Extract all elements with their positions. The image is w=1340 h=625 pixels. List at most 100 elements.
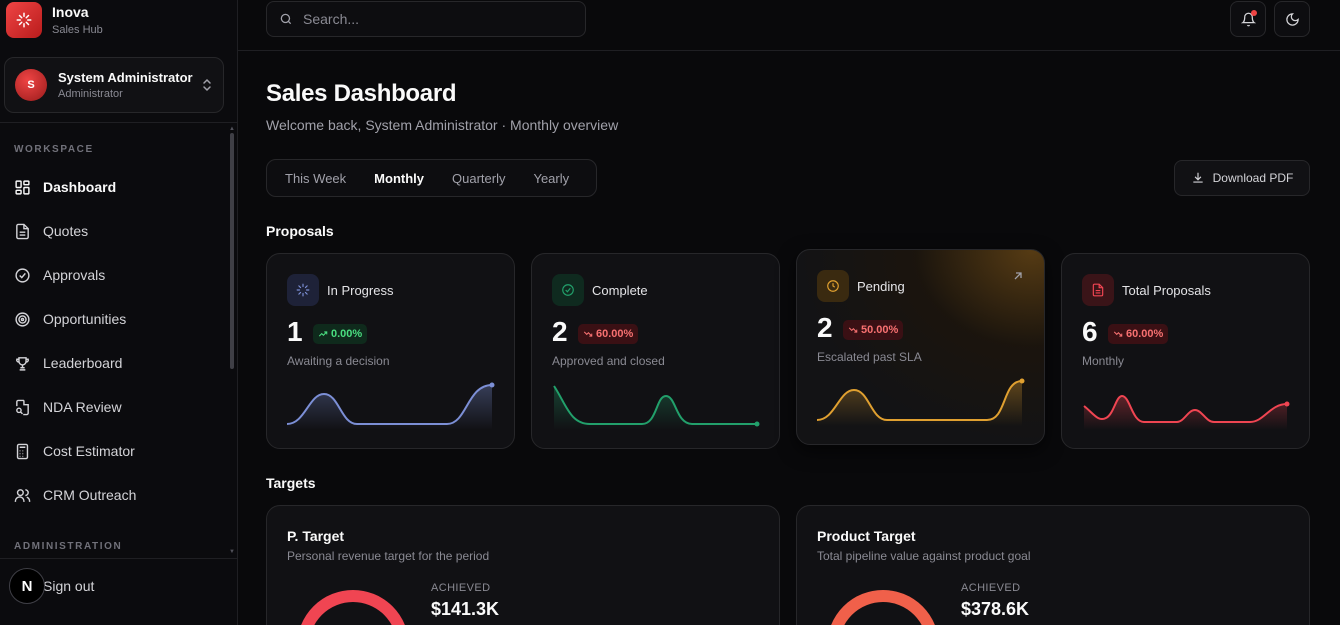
tab-yearly[interactable]: Yearly (533, 170, 570, 186)
card-description: Monthly (1082, 354, 1125, 368)
trend-badge: 0.00% (313, 324, 368, 344)
trend-value: 0.00% (331, 328, 363, 340)
brand-logo-icon (6, 2, 42, 38)
search-icon (280, 13, 292, 25)
sidebar-item-nda-review[interactable]: NDA Review (14, 395, 122, 419)
target-gauge (301, 590, 405, 625)
target-subtitle: Personal revenue target for the period (287, 549, 490, 563)
section-title-targets: Targets (266, 475, 316, 491)
trend-value: 60.00% (1126, 328, 1164, 340)
sidebar-scrollbar[interactable] (230, 133, 234, 369)
user-name: System Administrator (58, 70, 193, 85)
bell-icon (1240, 12, 1256, 26)
card-description: Approved and closed (552, 354, 665, 368)
trend-down-icon (1113, 331, 1123, 337)
check-circle-icon (15, 267, 30, 283)
target-title: Product Target (817, 528, 916, 544)
card-value: 2 (817, 312, 833, 343)
sidebar-item-crm-outreach[interactable]: CRM Outreach (14, 483, 136, 507)
file-text-icon (1082, 274, 1114, 306)
sidebar-item-label: Leaderboard (43, 355, 123, 371)
page-title: Sales Dashboard (266, 80, 457, 107)
card-label: In Progress (327, 283, 394, 298)
achieved-value: $141.3K (431, 599, 500, 619)
notifications-button[interactable] (1230, 1, 1266, 37)
n-badge[interactable]: N (9, 568, 45, 604)
trend-badge: 60.00% (1108, 324, 1169, 344)
divider (0, 558, 237, 559)
scroll-down-icon[interactable]: ▼ (229, 549, 235, 555)
divider (0, 122, 237, 123)
target-subtitle: Total pipeline value against product goa… (817, 549, 1031, 563)
sparkline-chart (553, 385, 760, 430)
card-label: Total Proposals (1122, 283, 1211, 298)
document-icon (16, 223, 29, 239)
target-gauge (831, 590, 935, 625)
download-pdf-button[interactable]: Download PDF (1174, 160, 1310, 196)
user-switcher[interactable]: S System Administrator Administrator (4, 57, 224, 113)
trend-badge: 50.00% (843, 320, 904, 340)
chevrons-up-down-icon (203, 78, 211, 92)
brand[interactable]: Inova Sales Hub (6, 2, 103, 38)
sidebar-item-label: Approvals (43, 267, 106, 283)
file-search-icon (16, 399, 29, 415)
trend-value: 50.00% (861, 324, 899, 336)
target-card-personal[interactable]: P. Target Personal revenue target for th… (266, 505, 780, 625)
sparkline-chart (287, 382, 495, 430)
dashboard-icon (15, 179, 30, 195)
users-icon (14, 488, 31, 502)
card-value: 1 (287, 316, 303, 347)
proposal-card-in-progress[interactable]: In Progress 1 0.00% Awaiting a decision (266, 253, 515, 449)
sparkline-chart (1083, 394, 1290, 430)
sidebar-item-label: Cost Estimator (43, 443, 135, 459)
loader-icon (287, 274, 319, 306)
proposal-card-total[interactable]: Total Proposals 6 60.00% Monthly (1061, 253, 1310, 449)
proposal-card-pending[interactable]: Pending 2 50.00% Escalated past SLA (796, 249, 1045, 445)
user-role: Administrator (58, 88, 123, 100)
section-label-administration: ADMINISTRATION (14, 541, 123, 552)
sign-out-label: Sign out (43, 578, 95, 594)
trophy-icon (16, 356, 29, 371)
sidebar-item-label: Dashboard (43, 179, 117, 195)
trend-down-icon (583, 331, 593, 337)
card-label: Complete (592, 283, 648, 298)
sidebar-item-label: Quotes (43, 223, 89, 239)
period-tabs: This Week Monthly Quarterly Yearly (266, 159, 597, 197)
sidebar-item-label: CRM Outreach (43, 487, 137, 503)
theme-toggle-button[interactable] (1274, 1, 1310, 37)
tab-this-week[interactable]: This Week (285, 170, 347, 186)
check-circle-icon (552, 274, 584, 306)
sidebar-item-label: Opportunities (43, 311, 127, 327)
sidebar-item-quotes[interactable]: Quotes (14, 219, 88, 243)
card-description: Escalated past SLA (817, 350, 922, 364)
sidebar-item-cost-estimator[interactable]: Cost Estimator (14, 439, 135, 463)
trend-down-icon (848, 327, 858, 333)
topbar (238, 0, 1340, 51)
section-label-workspace: WORKSPACE (14, 144, 94, 155)
brand-subtitle: Sales Hub (52, 24, 103, 36)
sidebar-item-opportunities[interactable]: Opportunities (14, 307, 126, 331)
sign-out-button[interactable]: Sign out (14, 578, 94, 594)
card-value: 6 (1082, 316, 1098, 347)
sidebar-item-dashboard[interactable]: Dashboard (14, 175, 116, 199)
card-value: 2 (552, 316, 568, 347)
sidebar-item-approvals[interactable]: Approvals (14, 263, 105, 287)
arrow-up-right-icon[interactable] (1012, 270, 1024, 282)
trend-up-icon (318, 331, 328, 337)
section-title-proposals: Proposals (266, 223, 334, 239)
achieved-label: ACHIEVED (431, 582, 491, 594)
brand-name: Inova (52, 4, 89, 20)
achieved-value: $378.6K (961, 599, 1030, 619)
page-subtitle: Welcome back, System Administrator · Mon… (266, 117, 619, 133)
search-input[interactable] (303, 11, 563, 27)
proposal-card-complete[interactable]: Complete 2 60.00% Approved and closed (531, 253, 780, 449)
target-title: P. Target (287, 528, 345, 544)
target-card-product[interactable]: Product Target Total pipeline value agai… (796, 505, 1310, 625)
download-icon (1192, 172, 1203, 183)
tab-monthly[interactable]: Monthly (374, 170, 424, 186)
moon-icon (1285, 12, 1299, 26)
scroll-up-icon[interactable]: ▲ (229, 126, 235, 132)
tab-quarterly[interactable]: Quarterly (452, 170, 506, 186)
search-box[interactable] (266, 1, 586, 37)
sidebar-item-leaderboard[interactable]: Leaderboard (14, 351, 122, 375)
